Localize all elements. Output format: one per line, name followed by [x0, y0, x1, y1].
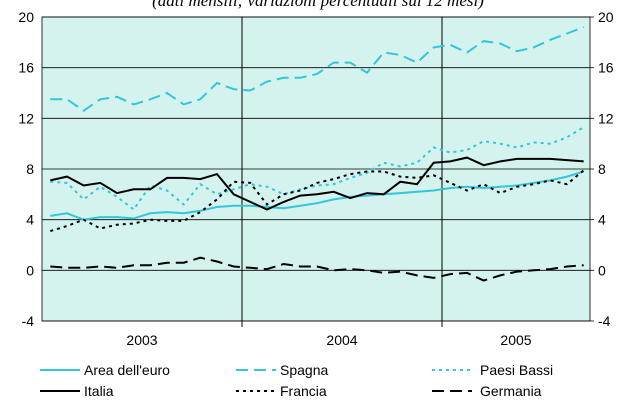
- y2-tick-label: -4: [598, 313, 611, 329]
- series-line: [50, 26, 585, 112]
- x-tick-label: 2003: [126, 332, 157, 348]
- y-tick-label: 4: [26, 212, 34, 228]
- legend-label: Germania: [480, 383, 542, 399]
- series-line: [50, 256, 584, 282]
- y2-tick-label: 16: [598, 60, 614, 76]
- y-tick-label: 8: [26, 161, 34, 177]
- y2-tick-label: 8: [598, 161, 606, 177]
- y-tick-label: 20: [18, 9, 34, 25]
- x-tick-label: 2005: [500, 332, 531, 348]
- series-line: [50, 169, 585, 233]
- series-line: [50, 156, 584, 211]
- x-tick-label: 2004: [326, 332, 357, 348]
- y-tick-label: 12: [18, 110, 34, 126]
- y2-tick-label: 12: [598, 110, 614, 126]
- legend-label: Area dell'euro: [84, 362, 170, 378]
- y2-tick-label: 20: [598, 9, 614, 25]
- legend-label: Francia: [280, 383, 327, 399]
- series-line: [50, 126, 585, 211]
- legend-label: Paesi Bassi: [480, 362, 553, 378]
- legend-label: Italia: [84, 383, 114, 399]
- series-line: [50, 170, 584, 221]
- y2-tick-label: 4: [598, 212, 606, 228]
- legend-label: Spagna: [280, 362, 328, 378]
- y-tick-label: 0: [26, 262, 34, 278]
- y-tick-label: -4: [22, 313, 35, 329]
- y2-tick-label: 0: [598, 262, 606, 278]
- y-tick-label: 16: [18, 60, 34, 76]
- chart-subtitle: (dati mensili; variazioni percentuali su…: [152, 0, 484, 10]
